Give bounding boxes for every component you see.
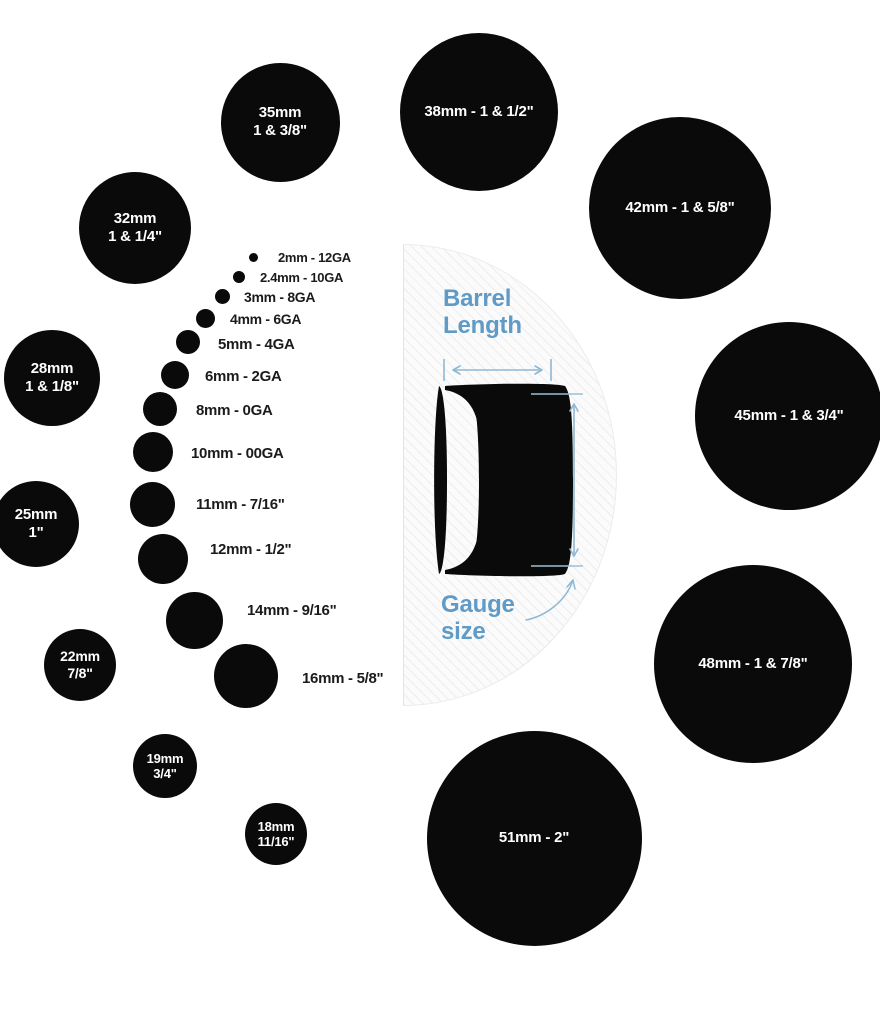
gauge-dot-label: 6mm - 2GA [205, 368, 282, 385]
size-bubble-45mm: 45mm - 1 & 3/4" [695, 322, 880, 510]
barrel-length-label-line1: Barrel [443, 285, 512, 312]
size-bubble-line1: 25mm [14, 506, 58, 524]
gauge-dot [195, 308, 215, 328]
size-bubble-line1: 35mm [258, 104, 302, 122]
size-bubble-19mm: 19mm 3/4" [133, 734, 197, 798]
tunnel-body [434, 383, 573, 577]
size-bubble-line1: 18mm [257, 818, 295, 834]
gauge-size-dimension [531, 393, 583, 567]
barrel-length-label-line2: Length [443, 311, 522, 339]
size-bubble-line1: 48mm - 1 & 7/8" [698, 655, 808, 673]
gauge-dot [248, 252, 258, 262]
gauge-dot-label: 12mm - 1/2" [210, 541, 292, 558]
gauge-dot-label: 11mm - 7/16" [196, 496, 285, 513]
size-bubble-51mm: 51mm - 2" [426, 730, 642, 946]
size-bubble-22mm: 22mm 7/8" [44, 629, 116, 701]
size-bubble-28mm: 28mm 1 & 1/8" [4, 330, 100, 426]
size-bubble-line1: 28mm [30, 360, 74, 378]
gauge-dot-label: 10mm - 00GA [191, 445, 284, 462]
size-bubble-line1: 42mm - 1 & 5/8" [625, 199, 735, 217]
size-bubble-line2: 1 & 3/8" [253, 122, 307, 139]
size-bubble-line1: 51mm - 2" [498, 829, 570, 847]
gauge-dot [214, 288, 230, 304]
size-bubble-line2: 1 & 1/4" [108, 228, 162, 245]
gauge-dot [214, 644, 278, 708]
gauge-size-label: Gauge size [441, 591, 515, 646]
gauge-dot [161, 361, 189, 389]
gauge-dot [165, 591, 223, 649]
gauge-dot-label: 8mm - 0GA [196, 402, 273, 419]
size-bubble-42mm: 42mm - 1 & 5/8" [589, 117, 771, 299]
barrel-length-label: Barrel Length [443, 285, 522, 340]
size-bubble-line1: 22mm [60, 648, 100, 665]
size-bubble-line2: 1" [28, 524, 44, 541]
gauge-dot-label: 3mm - 8GA [244, 289, 316, 305]
gauge-dot-label: 14mm - 9/16" [247, 602, 337, 619]
gauge-dot [233, 271, 245, 283]
gauge-dot [176, 330, 200, 354]
size-bubble-32mm: 32mm 1 & 1/4" [79, 172, 191, 284]
gauge-size-label-line2: size [441, 617, 486, 645]
size-bubble-line2: 11/16" [257, 834, 295, 849]
size-bubble-38mm: 38mm - 1 & 1/2" [400, 33, 558, 191]
tunnel-diagram: Barrel Length Gauge size [403, 244, 617, 706]
gauge-dot-label: 4mm - 6GA [230, 311, 302, 327]
size-bubble-line1: 19mm [146, 750, 184, 766]
gauge-dot-label: 2mm - 12GA [278, 250, 351, 265]
gauge-dot-label: 5mm - 4GA [218, 336, 295, 353]
size-bubble-line1: 45mm - 1 & 3/4" [734, 407, 844, 425]
size-bubble-line2: 3/4" [153, 766, 177, 781]
size-bubble-25mm: 25mm 1" [0, 481, 79, 567]
gauge-size-arrow [569, 403, 579, 557]
barrel-length-dimension [443, 359, 552, 381]
gauge-dot [138, 534, 188, 584]
size-bubble-line2: 7/8" [67, 665, 93, 681]
gauge-dot [133, 432, 173, 472]
size-bubble-48mm: 48mm - 1 & 7/8" [654, 565, 852, 763]
gauge-size-pointer [525, 579, 576, 621]
size-bubble-line2: 1 & 1/8" [25, 378, 79, 395]
gauge-dot [143, 392, 177, 426]
gauge-dot-label: 2.4mm - 10GA [260, 270, 344, 285]
size-bubble-18mm: 18mm 11/16" [245, 803, 307, 865]
size-bubble-35mm: 35mm 1 & 3/8" [220, 62, 340, 182]
tunnel-illustration-svg [434, 359, 583, 621]
gauge-size-label-line1: Gauge [441, 591, 515, 618]
gauge-dot [129, 481, 175, 527]
size-bubble-line1: 38mm - 1 & 1/2" [424, 103, 534, 121]
size-bubble-line1: 32mm [113, 210, 157, 228]
gauge-dot-label: 16mm - 5/8" [302, 670, 384, 687]
